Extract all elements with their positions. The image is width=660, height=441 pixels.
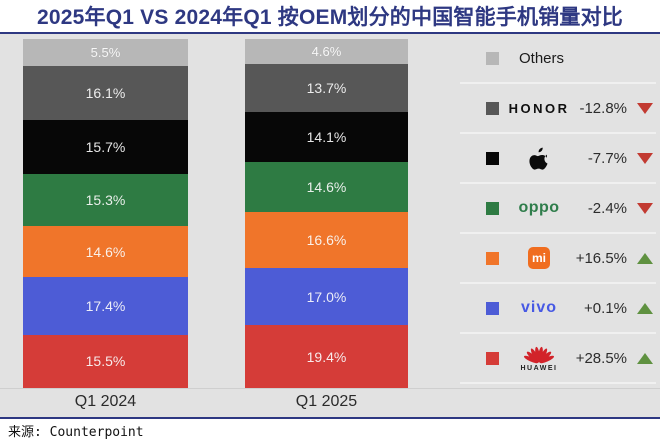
- bar-segment-huawei-q1-2024: 15.5%: [23, 334, 188, 388]
- legend-change-value-honor: -12.8%: [579, 99, 627, 117]
- bar-segment-xiaomi-q1-2025: 16.6%: [245, 212, 408, 269]
- legend-logo-honor: HONOR: [509, 101, 569, 116]
- bar-segment-xiaomi-q1-2024: 14.6%: [23, 226, 188, 278]
- bar-segment-honor-q1-2025: 13.7%: [245, 63, 408, 113]
- legend-label-others: Others: [519, 49, 565, 67]
- legend-row-oppo: oppo -2.4%: [460, 184, 656, 234]
- legend-row-others: Others: [460, 34, 656, 84]
- title-bar: 2025年Q1 VS 2024年Q1 按OEM划分的中国智能手机销量对比: [0, 0, 660, 32]
- trend-down-icon: [637, 152, 653, 164]
- legend-swatch-huawei: [486, 351, 499, 365]
- legend-change-value-huawei: +28.5%: [575, 349, 627, 367]
- bar-segment-vivo-q1-2024: 17.4%: [23, 277, 188, 335]
- axis-label-q1-2024: Q1 2024: [74, 393, 137, 410]
- legend-logo-oppo: oppo: [509, 199, 569, 217]
- bar-segment-vivo-q1-2025: 17.0%: [245, 268, 408, 326]
- huawei-logo-text: HUAWEI: [520, 365, 558, 372]
- bar-segment-value: 15.7%: [85, 139, 126, 156]
- trend-up-icon: [637, 352, 653, 364]
- legend-change-value-vivo: +0.1%: [584, 299, 627, 317]
- bottom-divider: [0, 417, 660, 419]
- trend-down-icon: [637, 202, 653, 214]
- trend-up-icon: [637, 252, 653, 264]
- bar-segment-value: 13.7%: [306, 79, 347, 96]
- legend-change-value-apple: -7.7%: [587, 149, 627, 167]
- legend-swatch-honor: [486, 101, 499, 115]
- source-text: 来源: Counterpoint: [8, 424, 144, 440]
- xiaomi-logo-icon: mi: [528, 247, 550, 269]
- bar-segment-value: 4.6%: [311, 43, 342, 59]
- bar-segment-oppo-q1-2025: 14.6%: [245, 161, 408, 213]
- legend-swatch-apple: [486, 151, 499, 165]
- bar-segment-apple-q1-2024: 15.7%: [23, 120, 188, 174]
- legend-row-huawei: HUAWEI +28.5%: [460, 334, 656, 384]
- legend: Others HONOR -12.8% -7.7% oppo -2.4% mi +16.5% v…: [460, 34, 656, 384]
- apple-logo-icon: [529, 147, 548, 170]
- stacked-bar-q1-2024: 5.5% 16.1% 15.7% 15.3% 14.6% 17.4% 15.5%: [23, 39, 188, 388]
- huawei-logo-icon: [524, 346, 554, 364]
- legend-swatch-vivo: [486, 301, 499, 315]
- legend-logo-apple: [509, 146, 569, 170]
- legend-logo-xiaomi: mi: [509, 247, 569, 269]
- legend-logo-huawei: HUAWEI: [509, 344, 569, 372]
- huawei-logo: HUAWEI: [521, 344, 558, 372]
- bar-segment-value: 17.0%: [306, 288, 347, 305]
- bar-segment-honor-q1-2024: 16.1%: [23, 65, 188, 121]
- bar-segment-value: 14.6%: [85, 243, 126, 260]
- legend-row-honor: HONOR -12.8%: [460, 84, 656, 134]
- honor-logo-text: HONOR: [508, 100, 570, 116]
- bar-segment-oppo-q1-2024: 15.3%: [23, 173, 188, 227]
- stacked-bar-q1-2025: 4.6% 13.7% 14.1% 14.6% 16.6% 17.0% 19.4%: [245, 39, 408, 389]
- bar-segment-value: 19.4%: [306, 348, 347, 365]
- legend-row-apple: -7.7%: [460, 134, 656, 184]
- chart-area: 5.5% 16.1% 15.7% 15.3% 14.6% 17.4% 15.5% 4.6% 1…: [0, 34, 660, 417]
- bar-segment-value: 14.6%: [306, 179, 347, 196]
- chart-title: 2025年Q1 VS 2024年Q1 按OEM划分的中国智能手机销量对比: [36, 6, 623, 29]
- bar-segment-huawei-q1-2025: 19.4%: [245, 325, 408, 389]
- axis-baseline: [0, 388, 660, 389]
- bar-segment-value: 16.6%: [306, 232, 347, 249]
- vivo-logo-text: vivo: [520, 299, 557, 316]
- legend-logo-vivo: vivo: [509, 299, 569, 317]
- bar-segment-value: 15.5%: [85, 353, 126, 370]
- legend-change-value-oppo: -2.4%: [587, 199, 627, 217]
- bar-segment-others-q1-2025: 4.6%: [245, 39, 408, 64]
- bar-segment-value: 17.4%: [85, 298, 126, 315]
- oppo-logo-text: oppo: [518, 199, 560, 216]
- bar-segment-others-q1-2024: 5.5%: [23, 39, 188, 66]
- bar-segment-value: 16.1%: [85, 85, 126, 102]
- bar-segment-value: 5.5%: [90, 44, 121, 60]
- legend-swatch-xiaomi: [486, 251, 499, 265]
- legend-change-value-xiaomi: +16.5%: [575, 249, 627, 267]
- source-bar: 来源: Counterpoint: [0, 419, 660, 441]
- bar-segment-value: 15.3%: [85, 192, 126, 209]
- trend-up-icon: [637, 302, 653, 314]
- title-underline: [0, 32, 660, 34]
- legend-row-vivo: vivo +0.1%: [460, 284, 656, 334]
- legend-swatch-oppo: [486, 201, 499, 215]
- axis-label-q1-2025: Q1 2025: [295, 393, 358, 410]
- legend-logo-others: Others: [509, 50, 569, 67]
- bar-segment-value: 14.1%: [306, 128, 347, 145]
- trend-down-icon: [637, 102, 653, 114]
- legend-swatch-others: [486, 51, 499, 65]
- legend-row-xiaomi: mi +16.5%: [460, 234, 656, 284]
- bar-segment-apple-q1-2025: 14.1%: [245, 112, 408, 162]
